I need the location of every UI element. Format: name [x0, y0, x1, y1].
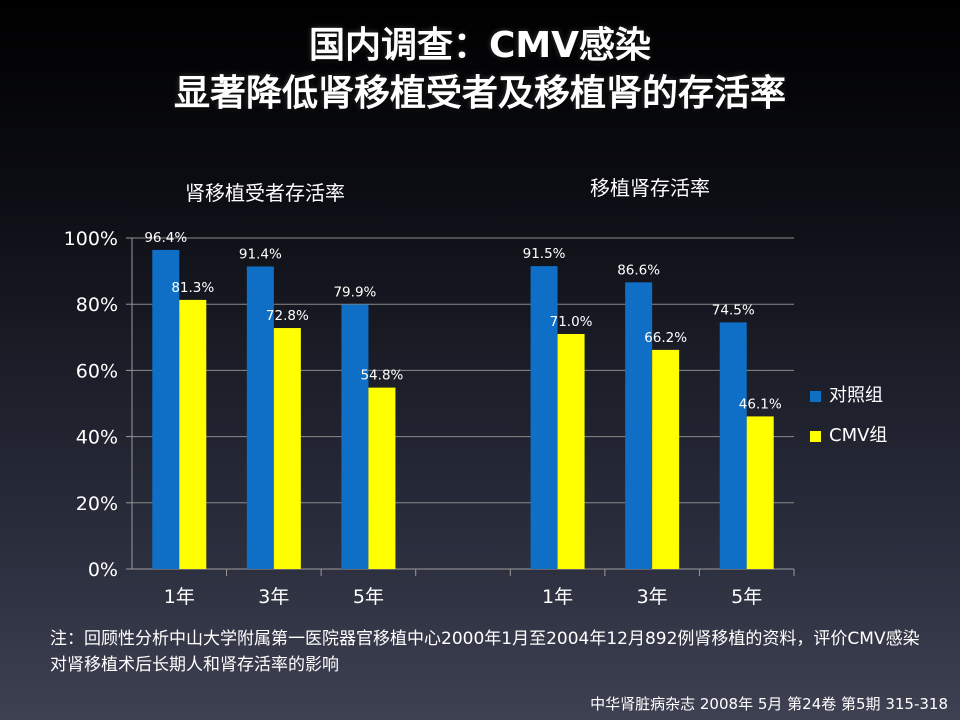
data-label: 81.3%: [171, 280, 214, 296]
bar-control: [530, 266, 558, 569]
data-label: 72.8%: [266, 308, 309, 324]
data-label: 91.4%: [239, 246, 282, 262]
source-citation: 中华肾脏病杂志 2008年 5月 第24卷 第5期 315-318: [590, 695, 948, 713]
bar-cmv: [179, 299, 207, 569]
bar-cmv: [557, 333, 585, 569]
bar-control: [719, 322, 747, 569]
legend-label-control: 对照组: [829, 385, 883, 406]
data-label: 46.1%: [739, 396, 782, 412]
bar-cmv: [652, 349, 680, 569]
bar-control: [246, 266, 274, 569]
x-tick-label: 1年: [164, 586, 195, 608]
bar-control: [152, 249, 180, 569]
data-label: 74.5%: [712, 302, 755, 318]
y-tick-label: 80%: [76, 294, 118, 316]
legend-swatch-cmv: [810, 430, 821, 442]
x-tick-label: 1年: [542, 586, 573, 608]
y-tick-label: 0%: [88, 559, 118, 581]
y-tick-label: 20%: [76, 493, 118, 515]
chart-subtitle-graft-survival: 移植肾存活率: [590, 176, 710, 200]
y-tick-label: 100%: [64, 228, 118, 250]
data-label: 54.8%: [360, 368, 403, 384]
legend-item-cmv: CMV组: [810, 421, 887, 447]
y-tick-label: 40%: [76, 427, 118, 449]
data-label: 71.0%: [550, 314, 593, 330]
bar-cmv: [746, 416, 774, 569]
bar-cmv: [368, 387, 396, 569]
slide-title-line1: 国内调查：CMV感染: [308, 25, 652, 66]
data-label: 79.9%: [333, 285, 376, 301]
legend-label-cmv: CMV组: [829, 425, 888, 446]
legend-swatch-control: [810, 390, 821, 402]
bar-control: [341, 304, 369, 569]
footnote: 注：回顾性分析中山大学附属第一医院器官移植中心2000年1月至2004年12月8…: [50, 629, 920, 675]
x-tick-label: 3年: [637, 586, 668, 608]
data-label: 66.2%: [644, 330, 687, 346]
data-label: 96.4%: [144, 230, 187, 246]
slide-title-line2: 显著降低肾移植受者及移植肾的存活率: [173, 73, 786, 114]
x-tick-label: 5年: [353, 586, 384, 608]
y-tick-label: 60%: [76, 360, 118, 382]
x-tick-label: 3年: [258, 586, 289, 608]
bar-control: [625, 282, 653, 569]
data-label: 91.5%: [523, 246, 566, 262]
chart-subtitle-recipient-survival: 肾移植受者存活率: [185, 181, 345, 205]
bar-cmv: [273, 328, 301, 569]
x-tick-label: 5年: [731, 586, 762, 608]
data-label: 86.6%: [617, 262, 660, 278]
legend-item-control: 对照组: [810, 381, 883, 407]
